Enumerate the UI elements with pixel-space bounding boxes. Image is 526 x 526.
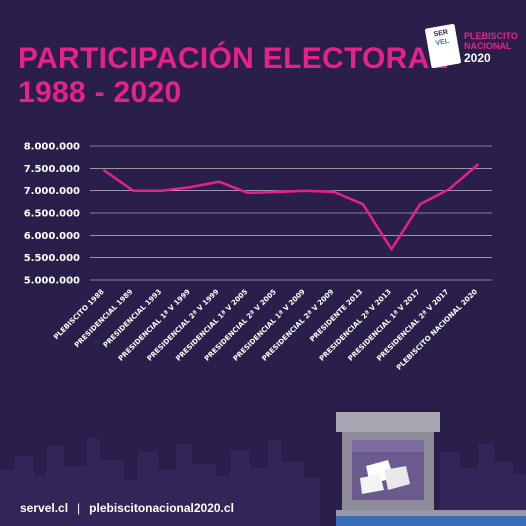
data-point bbox=[160, 189, 163, 192]
plebiscito-logo: SER VEL PLEBISCITO NACIONAL 2020 bbox=[424, 23, 518, 70]
footer-links: servel.cl | plebiscitonacional2020.cl bbox=[20, 501, 234, 515]
footer-separator: | bbox=[77, 501, 81, 515]
data-point bbox=[246, 191, 250, 195]
chart-series bbox=[103, 163, 479, 251]
data-point bbox=[131, 189, 135, 192]
y-tick-label: 5.000.000 bbox=[24, 276, 80, 287]
y-tick-label: 5.500.000 bbox=[24, 253, 80, 264]
participation-line-chart: 5.000.000 5.500.000 6.000.000 6.500.000 7.00… bbox=[24, 142, 492, 372]
y-tick-label: 6.500.000 bbox=[24, 209, 80, 220]
y-tick-label: 7.000.000 bbox=[24, 186, 80, 197]
data-point bbox=[275, 190, 278, 194]
data-point bbox=[332, 190, 336, 194]
data-point bbox=[304, 189, 307, 192]
y-axis: 5.000.000 5.500.000 6.000.000 6.500.000 7.00… bbox=[24, 142, 80, 287]
data-point bbox=[419, 202, 422, 206]
page-title: PARTICIPACIÓN ELECTORAL bbox=[18, 42, 449, 75]
data-point bbox=[218, 180, 221, 183]
data-point bbox=[476, 163, 479, 166]
y-tick-label: 8.000.000 bbox=[24, 142, 80, 153]
logo-line-1: PLEBISCITO bbox=[464, 31, 518, 41]
plebiscito-link[interactable]: plebiscitonacional2020.cl bbox=[89, 501, 234, 515]
data-point bbox=[390, 247, 393, 251]
logo-line-2: NACIONAL bbox=[464, 41, 512, 51]
data-point bbox=[103, 169, 106, 172]
participation-line bbox=[103, 163, 479, 251]
y-tick-label: 7.500.000 bbox=[24, 164, 80, 175]
page-subtitle: 1988 - 2020 bbox=[18, 76, 182, 109]
data-point bbox=[189, 185, 192, 189]
data-point bbox=[361, 202, 364, 206]
data-point bbox=[447, 188, 451, 191]
y-tick-label: 6.000.000 bbox=[24, 231, 80, 242]
logo-line-3: 2020 bbox=[464, 51, 491, 65]
servel-link[interactable]: servel.cl bbox=[20, 501, 69, 515]
ballot-box-illustration bbox=[336, 412, 526, 526]
